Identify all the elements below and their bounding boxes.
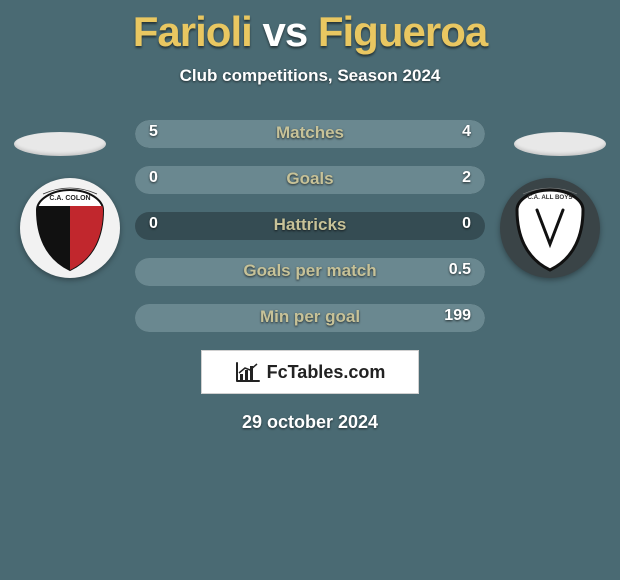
stat-fill-wrap: [135, 212, 485, 240]
stat-fill-right: [135, 258, 485, 286]
player2-name: Figueroa: [318, 8, 487, 55]
player1-ellipse: [14, 132, 106, 156]
player2-ellipse: [514, 132, 606, 156]
svg-text:C.A. COLON: C.A. COLON: [49, 195, 90, 202]
stat-fill-wrap: [135, 166, 485, 194]
stat-row: Hattricks00: [135, 212, 485, 240]
team-badge-right: C.A. ALL BOYS: [500, 178, 600, 278]
stats-panel: Matches54 Goals02 Hattricks00 Goals per mat…: [135, 120, 485, 332]
stat-fill-right: [135, 304, 485, 332]
team-badge-left: C.A. COLON: [20, 178, 120, 278]
stat-fill-wrap: [135, 258, 485, 286]
stat-row: Matches54: [135, 120, 485, 148]
colon-shield-icon: C.A. COLON: [31, 184, 109, 272]
stat-row: Min per goal199: [135, 304, 485, 332]
date-text: 29 october 2024: [0, 412, 620, 433]
stat-fill-wrap: [135, 304, 485, 332]
stat-row: Goals per match0.5: [135, 258, 485, 286]
stat-fill-left: [135, 120, 329, 148]
stat-row: Goals02: [135, 166, 485, 194]
branding-box: FcTables.com: [201, 350, 419, 394]
stat-fill-right: [329, 120, 485, 148]
chart-icon: [235, 361, 261, 383]
subtitle: Club competitions, Season 2024: [0, 66, 620, 86]
player1-name: Farioli: [133, 8, 252, 55]
allboys-shield-icon: C.A. ALL BOYS: [511, 184, 589, 272]
stat-fill-wrap: [135, 120, 485, 148]
stat-fill-right: [135, 166, 485, 194]
vs-text: vs: [262, 8, 307, 55]
svg-text:C.A. ALL BOYS: C.A. ALL BOYS: [527, 194, 572, 201]
page-title: Farioli vs Figueroa: [0, 8, 620, 56]
branding-label: FcTables.com: [267, 362, 386, 383]
